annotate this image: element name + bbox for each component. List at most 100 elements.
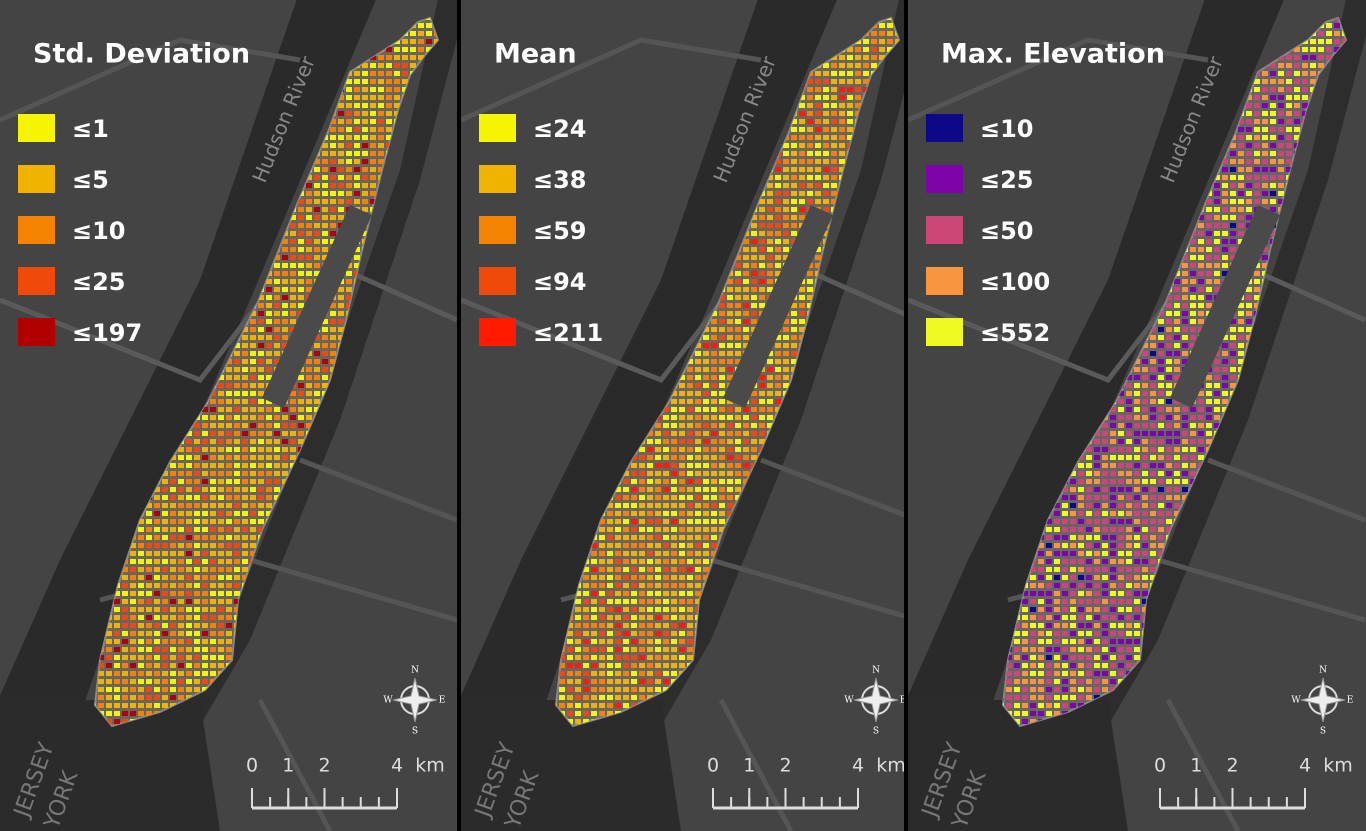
building bbox=[330, 239, 336, 244]
building bbox=[202, 415, 208, 420]
building bbox=[138, 543, 144, 548]
road bbox=[0, 37, 301, 123]
building bbox=[162, 639, 168, 644]
building bbox=[426, 23, 432, 28]
building bbox=[370, 175, 376, 180]
building bbox=[322, 383, 328, 388]
legend-swatch bbox=[18, 318, 55, 346]
building bbox=[258, 439, 264, 444]
building bbox=[354, 71, 360, 76]
building bbox=[138, 551, 144, 556]
building bbox=[106, 623, 112, 628]
building bbox=[370, 87, 376, 92]
building bbox=[130, 663, 136, 668]
building bbox=[210, 543, 216, 548]
building bbox=[282, 407, 288, 412]
building bbox=[378, 79, 384, 84]
building bbox=[186, 471, 192, 476]
building bbox=[130, 631, 136, 636]
building bbox=[226, 567, 232, 572]
building bbox=[330, 199, 336, 204]
building bbox=[194, 655, 200, 660]
building bbox=[266, 455, 272, 460]
building bbox=[114, 639, 120, 644]
building bbox=[242, 335, 248, 340]
building bbox=[791, 119, 797, 124]
building bbox=[282, 279, 288, 284]
building bbox=[114, 623, 120, 628]
building bbox=[226, 527, 232, 532]
building bbox=[346, 143, 352, 148]
building bbox=[306, 231, 312, 236]
building bbox=[314, 215, 320, 220]
building bbox=[202, 439, 208, 444]
building bbox=[186, 695, 192, 700]
building bbox=[823, 135, 829, 140]
building bbox=[202, 663, 208, 668]
building bbox=[354, 143, 360, 148]
building bbox=[354, 175, 360, 180]
legend-label: ≤10 bbox=[72, 217, 126, 245]
building bbox=[202, 431, 208, 436]
building bbox=[226, 407, 232, 412]
building bbox=[178, 639, 184, 644]
building bbox=[378, 127, 384, 132]
building bbox=[855, 95, 861, 100]
building bbox=[386, 127, 392, 132]
building bbox=[338, 303, 344, 308]
building bbox=[130, 559, 136, 564]
building bbox=[242, 503, 248, 508]
building bbox=[346, 79, 352, 84]
building bbox=[178, 671, 184, 676]
building bbox=[146, 663, 152, 668]
building bbox=[831, 79, 837, 84]
building bbox=[162, 655, 168, 660]
building bbox=[282, 479, 288, 484]
building bbox=[114, 687, 120, 692]
building bbox=[178, 503, 184, 508]
building bbox=[402, 87, 408, 92]
building bbox=[306, 351, 312, 356]
building bbox=[122, 639, 128, 644]
building bbox=[306, 175, 312, 180]
building bbox=[831, 103, 837, 108]
building bbox=[322, 367, 328, 372]
building bbox=[226, 447, 232, 452]
building bbox=[839, 119, 845, 124]
building bbox=[338, 207, 344, 212]
building bbox=[386, 55, 392, 60]
building bbox=[130, 679, 136, 684]
building bbox=[226, 359, 232, 364]
building bbox=[306, 375, 312, 380]
building bbox=[847, 79, 853, 84]
building bbox=[799, 143, 805, 148]
building bbox=[322, 239, 328, 244]
building bbox=[234, 543, 240, 548]
building bbox=[266, 351, 272, 356]
building bbox=[226, 551, 232, 556]
building bbox=[887, 23, 893, 28]
building bbox=[154, 687, 160, 692]
building bbox=[154, 543, 160, 548]
building bbox=[370, 71, 376, 76]
building bbox=[210, 583, 216, 588]
building bbox=[314, 183, 320, 188]
building bbox=[831, 95, 837, 100]
building bbox=[130, 695, 136, 700]
building bbox=[815, 71, 821, 76]
building bbox=[258, 471, 264, 476]
building bbox=[210, 519, 216, 524]
building bbox=[194, 687, 200, 692]
building bbox=[378, 159, 384, 164]
building bbox=[266, 279, 272, 284]
building bbox=[370, 199, 376, 204]
building bbox=[831, 55, 837, 60]
building bbox=[258, 479, 264, 484]
building bbox=[354, 247, 360, 252]
building bbox=[258, 351, 264, 356]
building bbox=[218, 663, 224, 668]
building bbox=[258, 447, 264, 452]
building bbox=[250, 431, 256, 436]
building bbox=[194, 607, 200, 612]
building bbox=[314, 343, 320, 348]
